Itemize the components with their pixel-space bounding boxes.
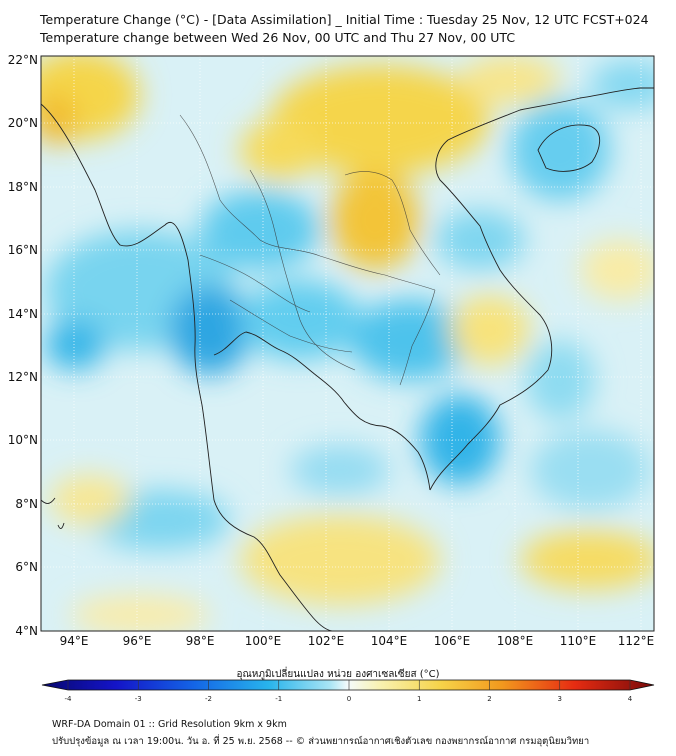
lon-label: 98°E	[186, 634, 215, 648]
colorbar-ticks: -4 -3 -2 -1 0 1 2 3 4	[65, 680, 633, 703]
lat-label: 8°N	[15, 497, 38, 511]
lat-label: 16°N	[8, 243, 38, 257]
lat-label: 12°N	[8, 370, 38, 384]
lon-label: 104°E	[371, 634, 408, 648]
lon-label: 110°E	[560, 634, 597, 648]
temperature-field	[41, 56, 654, 631]
coastline	[41, 87, 654, 631]
lon-label: 94°E	[60, 634, 89, 648]
map-title: Temperature Change (°C) - [Data Assimila…	[40, 12, 649, 27]
footer-model-info: WRF-DA Domain 01 :: Grid Resolution 9km …	[52, 719, 287, 730]
lon-label: 102°E	[308, 634, 345, 648]
colorbar-tick-label: -1	[275, 695, 282, 703]
colorbar-tick-label: 0	[347, 695, 351, 703]
graticule	[41, 56, 654, 631]
lat-label: 22°N	[8, 53, 38, 67]
lat-label: 10°N	[8, 433, 38, 447]
lat-label: 18°N	[8, 180, 38, 194]
colorbar-tick-label: -3	[135, 695, 142, 703]
colorbar-tick-label: 4	[628, 695, 633, 703]
latitude-labels: 22°N 20°N 18°N 16°N 14°N 12°N 10°N 8°N 6…	[8, 53, 38, 638]
colorbar-tick-label: 1	[417, 695, 421, 703]
lon-label: 100°E	[245, 634, 282, 648]
colorbar-tick-label: -2	[205, 695, 212, 703]
lat-label: 4°N	[15, 624, 38, 638]
lon-label: 106°E	[434, 634, 471, 648]
colorbar-tick-label: 2	[487, 695, 491, 703]
lat-label: 20°N	[8, 116, 38, 130]
footer-update-info: ปรับปรุงข้อมูล ณ เวลา 19:00น. วัน อ. ที่…	[52, 736, 590, 747]
lon-label: 96°E	[123, 634, 152, 648]
lon-label: 108°E	[497, 634, 534, 648]
map-frame	[40, 55, 655, 632]
lat-label: 14°N	[8, 307, 38, 321]
colorbar-title: อุณหภูมิเปลี่ยนแปลง หน่วย องศาเซลเซียส (…	[236, 669, 440, 680]
map-subtitle: Temperature change between Wed 26 Nov, 0…	[40, 30, 516, 45]
admin-borders	[179, 114, 441, 386]
colorbar: -4 -3 -2 -1 0 1 2 3 4	[41, 679, 655, 703]
longitude-labels: 94°E 96°E 98°E 100°E 102°E 104°E 106°E 1…	[60, 634, 655, 648]
lon-label: 112°E	[618, 634, 655, 648]
lat-label: 6°N	[15, 560, 38, 574]
colorbar-tick-label: 3	[558, 695, 562, 703]
colorbar-tick-label: -4	[65, 695, 73, 703]
